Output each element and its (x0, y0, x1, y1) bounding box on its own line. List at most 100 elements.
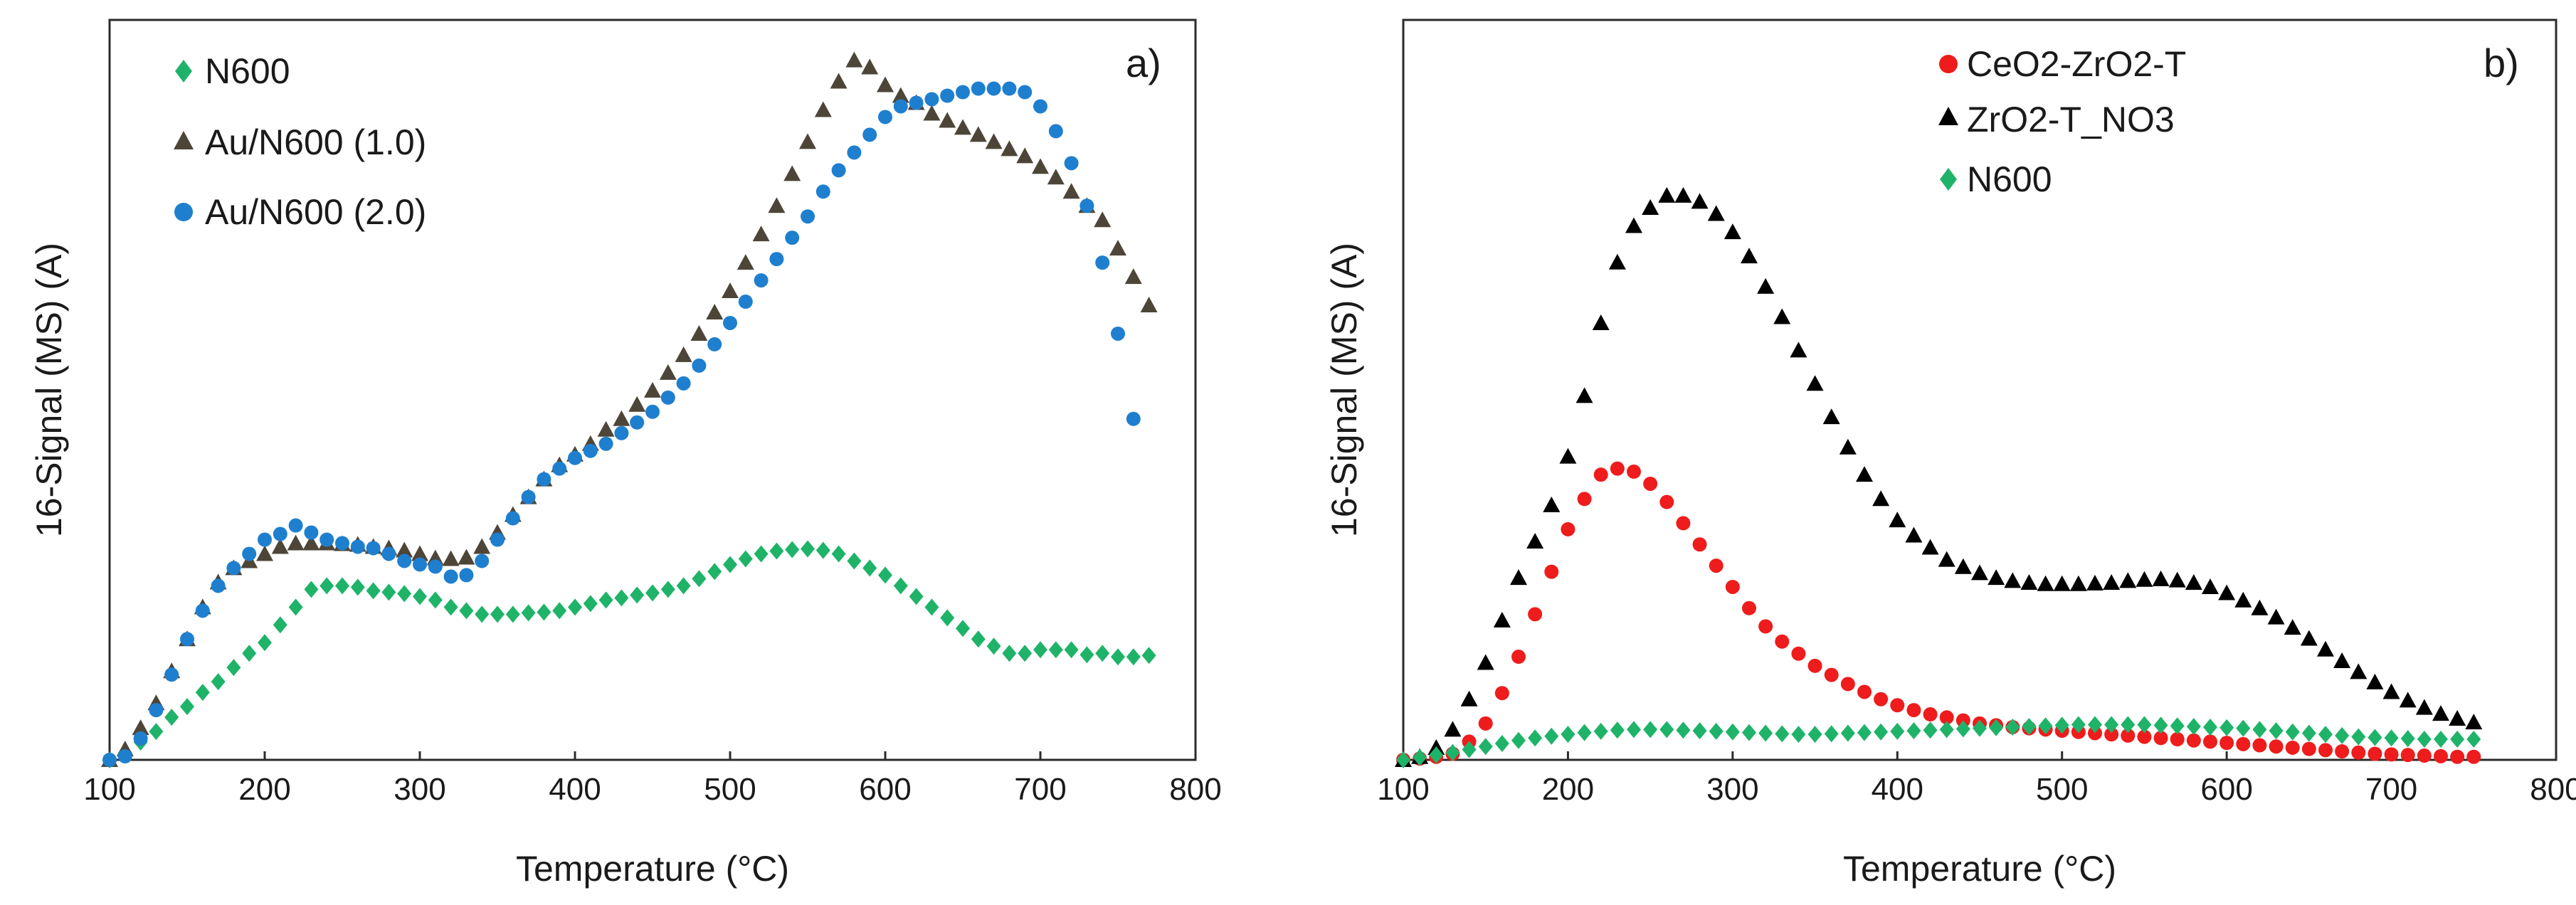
panel-b-x-axis: 100 200 300 400 500 600 700 800 (1377, 751, 2576, 807)
panel-a: 100 200 300 400 500 600 700 800 a) Temperature … (29, 18, 1222, 889)
panel-a-series-1-point (350, 578, 365, 596)
panel-a-series-2-point (985, 133, 1003, 149)
panel-a-series-1-point (723, 556, 737, 573)
panel-a-series-1-point (692, 570, 707, 588)
panel-b-series-3-point (2038, 717, 2053, 735)
panel-b-series-3-point (1528, 729, 1543, 747)
panel-b-series-3-point (2417, 731, 2432, 748)
panel-a-series-3-point (397, 554, 412, 568)
panel-b-series-2-point (1658, 186, 1676, 203)
panel-a-legend: N600 Au/N600 (1.0) Au/N600 (2.0) (174, 51, 426, 232)
panel-b-series-2-point (2136, 571, 2153, 587)
panel-a-series-3-point (1111, 326, 1125, 341)
panel-a-series-1-point (769, 542, 784, 560)
panel-b-series-1-point (1939, 710, 1954, 725)
panel-b-series-1-point (1627, 464, 1641, 479)
panel-a-series-2-point (722, 282, 739, 299)
panel-a-series-3-point (366, 541, 381, 556)
panel-b-series-2-point (1889, 512, 1906, 528)
panel-a-series-2-point (877, 76, 894, 92)
panel-a-series-1-point (273, 616, 287, 634)
panel-a-series-3-point (320, 532, 334, 547)
panel-b-series-2-point (1905, 526, 1923, 543)
panel-a-series-3-point (1080, 199, 1094, 213)
panel-a-series-3-point (211, 578, 226, 593)
panel-a-series-1-point (660, 581, 675, 598)
panel-a-series-3-point (459, 568, 474, 583)
panel-a-series-3-point (1064, 156, 1079, 171)
panel-b-series-1-point (1923, 707, 1938, 722)
panel-a-series-3-point (521, 489, 536, 504)
panel-a-series-3-point (505, 511, 520, 526)
panel-a-series-3-point (381, 546, 396, 561)
panel-b-series-2-point (1543, 496, 1561, 512)
panel-a-series-2-point (1140, 297, 1158, 313)
panel-b-series-2-point (2185, 573, 2202, 590)
panel-b-series-2-point (1526, 532, 1544, 549)
panel-b-series-2-point (2069, 575, 2087, 591)
panel-b-series-2-point (1625, 217, 1642, 233)
panel-a-series-1-point (847, 552, 862, 570)
panel-b-series-1-point (2301, 741, 2316, 756)
panel-b-legend-marker-2 (1938, 107, 1958, 125)
panel-b-series-2-point (2251, 599, 2269, 615)
panel-a-series-1-point (475, 605, 490, 623)
panel-a-series-1-point (226, 659, 241, 677)
panel-a-series-1-point (862, 559, 877, 577)
panel-a-legend-marker-2 (174, 131, 194, 149)
panel-a-series-2-point (1124, 268, 1142, 285)
panel-b-series-2-point (1575, 387, 1593, 403)
panel-b-series-3-point (1939, 721, 1954, 739)
panel-b-series-1-point (1742, 600, 1756, 615)
panel-a-series-1-point (598, 591, 613, 609)
panel-a-series-3-point (1048, 124, 1063, 139)
panel-b-series-3-point (2170, 717, 2185, 735)
panel-a-series-2-point (1016, 147, 1034, 164)
panel-a-series-3-point (831, 163, 846, 178)
panel-a-series-3-point (971, 81, 986, 96)
panel-a-series-2-point (1047, 169, 1065, 185)
panel-a-series-3-point (878, 110, 892, 125)
panel-b-y-axis-title: 16-Signal (MS) (A) (1324, 243, 1364, 537)
panel-a-series-3-point (117, 749, 132, 764)
panel-b-series-3-point (2368, 729, 2382, 746)
panel-b-series-2-point (1757, 277, 1775, 294)
panel-b-legend-label-3: N600 (1967, 159, 2052, 199)
panel-b-series-3-point (1758, 724, 1773, 742)
panel-b-series-2-point (2053, 575, 2071, 591)
panel-a-series-2-point (1094, 211, 1112, 228)
panel-a-series-2-point (271, 538, 289, 554)
panel-b-series-2-point (2366, 673, 2384, 689)
panel-a-data-points (101, 51, 1158, 768)
panel-b-series-1-point (1528, 607, 1543, 622)
panel-a-series-1-point (1018, 645, 1033, 662)
panel-a-series-1-point (614, 589, 629, 607)
panel-b-series-2-point (1460, 690, 1478, 706)
panel-a-series-2-point (613, 410, 630, 426)
panel-a-series-3-point (102, 753, 117, 767)
panel-a-series-1-point (645, 584, 660, 602)
panel-a-series-1-point (801, 540, 815, 558)
panel-b-series-3-point (2236, 719, 2251, 737)
panel-b-series-1-point (2384, 747, 2399, 762)
panel-b-series-2-point (1988, 569, 2005, 586)
panel-b-series-2-point (2037, 575, 2054, 591)
panel-a-series-2-point (845, 51, 863, 68)
panel-a-y-axis-title: 16-Signal (MS) (A) (29, 243, 69, 537)
panel-a-legend-label-3: Au/N600 (2.0) (205, 192, 426, 232)
panel-b-series-1-point (1494, 686, 1509, 701)
panel-b-series-3-point (1923, 721, 1938, 739)
panel-a-x-tick-label-100: 100 (83, 772, 135, 807)
panel-b-series-3-point (1627, 721, 1641, 739)
panel-b-series-2-point (2218, 584, 2236, 600)
panel-b-series-1-point (2466, 749, 2481, 764)
panel-a-series-3-point (614, 425, 629, 440)
panel-b-series-3-point (1824, 725, 1839, 743)
panel-b-series-3-point (1396, 751, 1410, 768)
panel-a-series-1-point (707, 563, 722, 581)
panel-a-series-1-point (1033, 641, 1047, 659)
panel-a-series-3-point (785, 231, 800, 245)
panel-b-series-1-point (2450, 749, 2465, 764)
panel-a-series-1-point (754, 545, 769, 563)
panel-b-series-1-point (1709, 559, 1724, 573)
